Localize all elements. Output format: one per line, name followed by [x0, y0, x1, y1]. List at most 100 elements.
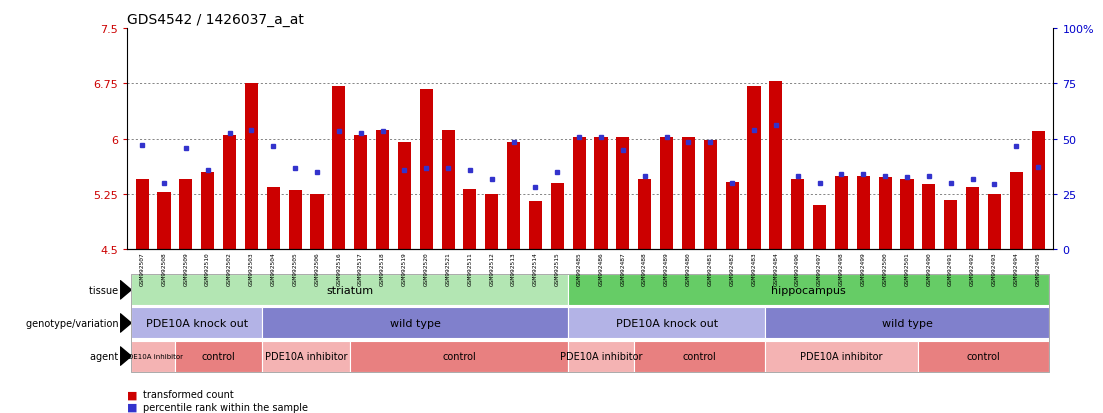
Bar — [595, 138, 608, 250]
Bar — [704, 141, 717, 250]
Text: GSM992516: GSM992516 — [336, 252, 341, 286]
Text: GSM992493: GSM992493 — [992, 252, 997, 286]
Bar — [660, 138, 673, 250]
Bar — [201, 173, 214, 250]
Bar — [158, 192, 171, 250]
Text: GSM992511: GSM992511 — [468, 252, 472, 286]
Text: GSM992485: GSM992485 — [577, 252, 581, 286]
Text: GSM992519: GSM992519 — [401, 252, 407, 286]
Bar — [310, 195, 323, 250]
Text: PDE10A inhibitor: PDE10A inhibitor — [265, 351, 347, 361]
Bar — [485, 195, 499, 250]
Text: control: control — [202, 351, 236, 361]
Bar — [617, 138, 630, 250]
Text: wild type: wild type — [389, 318, 441, 328]
Bar — [180, 180, 192, 250]
Text: GSM992515: GSM992515 — [555, 252, 560, 286]
Text: ■: ■ — [127, 402, 138, 412]
Bar — [791, 180, 804, 250]
Bar — [1031, 132, 1045, 250]
Text: wild type: wild type — [881, 318, 932, 328]
Bar — [267, 187, 280, 250]
Text: GSM992509: GSM992509 — [183, 252, 189, 286]
Bar — [550, 183, 564, 250]
Text: GSM992514: GSM992514 — [533, 252, 538, 286]
Text: PDE10A knock out: PDE10A knock out — [615, 318, 718, 328]
Polygon shape — [120, 281, 131, 299]
Text: hippocampus: hippocampus — [771, 285, 846, 295]
Bar — [332, 86, 345, 250]
Polygon shape — [120, 314, 131, 332]
Text: GSM992497: GSM992497 — [817, 252, 822, 286]
Text: PDE10A inhibitor: PDE10A inhibitor — [560, 351, 642, 361]
Text: GSM992491: GSM992491 — [949, 252, 953, 286]
Bar — [835, 176, 848, 250]
Text: tissue: tissue — [89, 285, 121, 295]
Bar — [136, 180, 149, 250]
Text: GSM992499: GSM992499 — [860, 252, 866, 286]
Text: percentile rank within the sample: percentile rank within the sample — [143, 402, 309, 412]
Bar — [419, 89, 432, 250]
Bar — [572, 138, 586, 250]
Text: GSM992492: GSM992492 — [970, 252, 975, 286]
Bar — [289, 191, 301, 250]
Bar — [769, 82, 782, 250]
Text: GSM992482: GSM992482 — [730, 252, 735, 286]
Text: GSM992505: GSM992505 — [292, 252, 298, 286]
Text: genotype/variation: genotype/variation — [25, 318, 121, 328]
Bar — [223, 136, 236, 250]
Text: GSM992510: GSM992510 — [205, 252, 211, 286]
Text: GSM992520: GSM992520 — [424, 252, 429, 286]
Bar — [857, 176, 870, 250]
Text: GSM992483: GSM992483 — [751, 252, 757, 286]
Text: ■: ■ — [127, 389, 138, 399]
Text: PDE10A inhibitor: PDE10A inhibitor — [800, 351, 882, 361]
Text: GSM992500: GSM992500 — [882, 252, 888, 286]
Bar — [682, 138, 695, 250]
Bar — [813, 206, 826, 250]
Text: GSM992512: GSM992512 — [490, 252, 494, 286]
Text: GSM992481: GSM992481 — [708, 252, 713, 286]
Text: GSM992484: GSM992484 — [773, 252, 779, 286]
Text: agent: agent — [90, 351, 121, 361]
Bar — [748, 86, 761, 250]
Text: GSM992501: GSM992501 — [904, 252, 910, 286]
Bar — [639, 180, 651, 250]
Text: GSM992498: GSM992498 — [839, 252, 844, 286]
Bar — [726, 182, 739, 250]
Text: control: control — [966, 351, 1000, 361]
Bar — [376, 131, 389, 250]
Bar — [507, 143, 521, 250]
Text: transformed count: transformed count — [143, 389, 234, 399]
Bar — [441, 131, 454, 250]
Bar — [966, 187, 979, 250]
Text: GSM992495: GSM992495 — [1036, 252, 1040, 286]
Text: GSM992488: GSM992488 — [642, 252, 647, 286]
Bar — [922, 185, 935, 250]
Text: PDE10A inhibitor: PDE10A inhibitor — [124, 353, 183, 359]
Polygon shape — [120, 347, 131, 366]
Text: striatum: striatum — [326, 285, 373, 295]
Bar — [879, 178, 891, 250]
Text: GSM992487: GSM992487 — [620, 252, 625, 286]
Text: control: control — [683, 351, 716, 361]
Text: GSM992517: GSM992517 — [358, 252, 363, 286]
Bar — [245, 84, 258, 250]
Text: GSM992480: GSM992480 — [686, 252, 690, 286]
Text: GSM992507: GSM992507 — [140, 252, 144, 286]
Text: GSM992494: GSM992494 — [1014, 252, 1019, 286]
Text: control: control — [442, 351, 475, 361]
Bar — [1009, 173, 1022, 250]
Bar — [398, 143, 411, 250]
Text: GSM992513: GSM992513 — [511, 252, 516, 286]
Text: GSM992490: GSM992490 — [927, 252, 931, 286]
Text: GSM992508: GSM992508 — [161, 252, 167, 286]
Bar — [354, 136, 367, 250]
Text: GSM992496: GSM992496 — [795, 252, 800, 286]
Bar — [900, 180, 913, 250]
Text: GDS4542 / 1426037_a_at: GDS4542 / 1426037_a_at — [127, 12, 303, 26]
Bar — [529, 202, 542, 250]
Bar — [988, 195, 1000, 250]
Text: GSM992518: GSM992518 — [381, 252, 385, 286]
Bar — [944, 201, 957, 250]
